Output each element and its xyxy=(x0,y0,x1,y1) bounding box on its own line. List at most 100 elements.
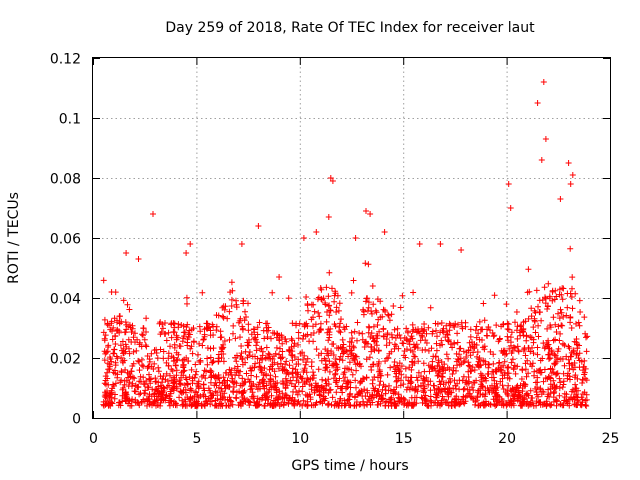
data-point xyxy=(232,372,239,379)
data-point xyxy=(245,376,252,383)
data-point xyxy=(409,328,416,335)
data-point xyxy=(234,363,241,370)
data-point xyxy=(262,320,269,327)
data-point xyxy=(409,321,416,328)
data-point-peak xyxy=(507,205,514,211)
data-point xyxy=(376,368,383,375)
data-point xyxy=(512,319,518,326)
data-point xyxy=(511,393,518,400)
data-point xyxy=(329,394,336,401)
data-point xyxy=(162,320,168,326)
data-point xyxy=(337,353,344,360)
data-point xyxy=(413,341,420,348)
data-point xyxy=(533,368,540,374)
data-point xyxy=(399,292,406,299)
data-point xyxy=(540,378,547,385)
data-point xyxy=(542,344,549,350)
data-point xyxy=(247,399,254,406)
data-point xyxy=(566,365,573,372)
data-point xyxy=(235,319,242,326)
data-point xyxy=(209,359,216,366)
data-point xyxy=(217,334,224,341)
data-point xyxy=(552,321,559,328)
data-point xyxy=(371,374,378,380)
data-point xyxy=(341,326,348,333)
data-point xyxy=(564,304,571,311)
data-point xyxy=(407,347,414,354)
data-point xyxy=(491,332,498,339)
data-point xyxy=(158,385,165,392)
data-point xyxy=(554,356,560,363)
data-point xyxy=(520,399,527,406)
data-point xyxy=(117,402,124,409)
data-point xyxy=(563,353,570,360)
data-point xyxy=(560,313,567,320)
data-point xyxy=(446,327,453,334)
data-point xyxy=(181,333,187,340)
data-point xyxy=(265,324,272,331)
data-point xyxy=(307,376,314,383)
data-point xyxy=(315,352,322,359)
data-point xyxy=(198,373,205,380)
data-point xyxy=(300,332,307,339)
data-point xyxy=(464,386,471,393)
data-point xyxy=(317,285,324,291)
data-point xyxy=(147,380,154,387)
data-point xyxy=(184,380,191,387)
data-point xyxy=(529,360,536,367)
data-point xyxy=(280,402,287,409)
data-point xyxy=(374,363,381,369)
data-point xyxy=(120,297,127,304)
data-point xyxy=(140,325,147,332)
data-point xyxy=(346,359,353,366)
data-point-peak xyxy=(255,223,262,229)
data-point xyxy=(421,385,428,392)
data-point xyxy=(230,384,237,390)
data-point xyxy=(365,304,372,311)
data-point xyxy=(118,318,125,325)
data-point xyxy=(475,363,482,370)
data-point xyxy=(232,394,239,401)
data-point xyxy=(478,377,485,383)
data-point-peak xyxy=(437,241,444,247)
data-point xyxy=(510,344,517,351)
data-point xyxy=(150,366,157,372)
data-point xyxy=(503,400,510,406)
data-point xyxy=(191,374,198,381)
data-point xyxy=(264,334,271,340)
data-point xyxy=(402,365,409,372)
data-point xyxy=(229,378,236,385)
data-point xyxy=(193,368,200,375)
data-point xyxy=(182,374,189,381)
data-point xyxy=(340,350,346,357)
data-point xyxy=(282,384,289,391)
data-point xyxy=(305,307,311,314)
data-point-peak xyxy=(325,214,332,220)
data-point xyxy=(138,343,145,350)
data-point xyxy=(535,303,541,310)
data-point xyxy=(165,355,172,362)
data-point xyxy=(281,399,288,406)
data-point xyxy=(413,400,420,407)
data-point xyxy=(134,399,141,406)
data-point xyxy=(454,356,461,362)
data-point xyxy=(275,365,282,372)
data-point-peak xyxy=(300,235,307,241)
data-point xyxy=(469,384,475,391)
data-point xyxy=(266,351,273,358)
data-point xyxy=(233,380,240,387)
data-point xyxy=(430,382,437,389)
data-point xyxy=(177,343,184,350)
data-point xyxy=(403,336,410,343)
data-point xyxy=(480,384,486,390)
data-point xyxy=(277,360,284,367)
data-point xyxy=(136,367,143,374)
data-point xyxy=(465,368,472,375)
data-point xyxy=(325,381,332,388)
data-point xyxy=(498,347,505,354)
data-point xyxy=(575,319,582,326)
data-point xyxy=(531,372,537,379)
data-point xyxy=(294,374,301,381)
data-point xyxy=(421,368,428,375)
data-point xyxy=(354,337,360,344)
